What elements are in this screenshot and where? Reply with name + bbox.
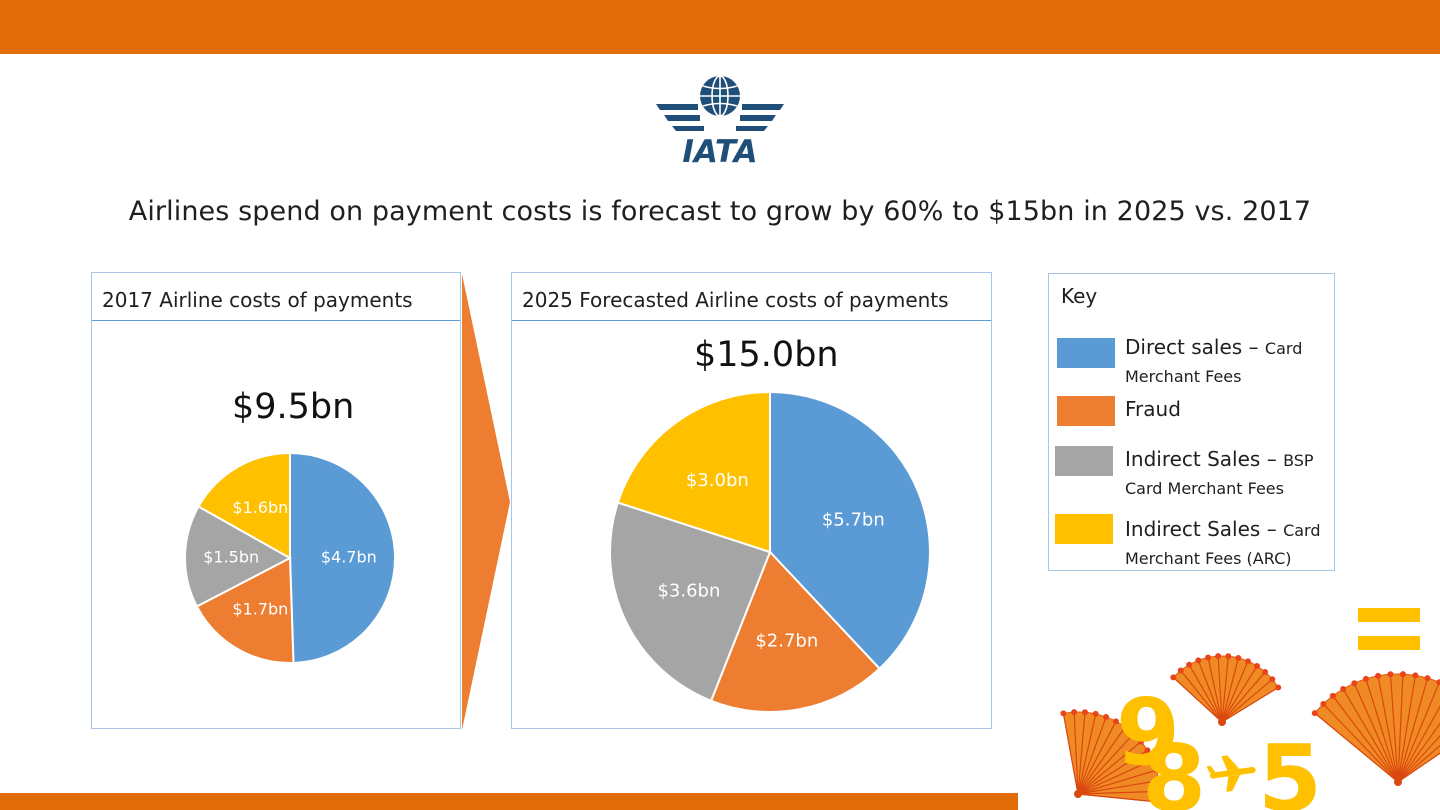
hand-fan-icon	[1060, 709, 1163, 806]
pie-data-label-2: $1.5bn	[203, 548, 259, 567]
title-underline	[92, 320, 460, 321]
bottom-accent-band	[0, 793, 1018, 810]
top-accent-band	[0, 0, 1440, 54]
hand-fan-icons	[1060, 653, 1440, 806]
pie-slice-2	[609, 501, 772, 703]
equals-icon-bottom	[1358, 636, 1420, 650]
legend-swatch-indirect-arc	[1055, 514, 1113, 544]
hand-fan-icon	[1170, 653, 1282, 726]
total-2017: $9.5bn	[232, 387, 355, 427]
airplane-icon	[1206, 755, 1256, 792]
iata-logo-text: IATA	[682, 134, 757, 166]
digit-5-icon: 5	[1258, 725, 1322, 810]
pie-data-label-3: $3.0bn	[686, 470, 749, 491]
pie-data-label-2: $3.6bn	[657, 580, 720, 601]
pie-chart-2017: $4.7bn $1.7bn $1.5bn $1.6bn	[184, 451, 396, 664]
chart-title-2025: 2025 Forecasted Airline costs of payment…	[522, 288, 949, 312]
chart-panel-2017: 2017 Airline costs of payments $9.5bn $4…	[91, 272, 461, 729]
digit-8-icon: 8	[1142, 725, 1206, 810]
total-2025: $15.0bn	[694, 335, 839, 375]
pie-slice-0	[769, 390, 931, 671]
legend-text-indirect-arc: Indirect Sales – Card Merchant Fees (ARC)	[1125, 517, 1321, 568]
legend-text-fraud: Fraud	[1125, 397, 1181, 421]
legend-swatch-fraud	[1057, 396, 1115, 426]
pie-slice-3	[616, 390, 771, 554]
pie-data-label-0: $5.7bn	[822, 509, 885, 530]
chart-title-2017: 2017 Airline costs of payments	[102, 288, 413, 312]
pie-chart-2025: $5.7bn $2.7bn $3.6bn $3.0bn	[609, 390, 931, 713]
pie-slice-3	[197, 451, 291, 560]
chart-panel-2025: 2025 Forecasted Airline costs of payment…	[511, 272, 992, 729]
pie-data-label-3: $1.6bn	[232, 498, 288, 517]
arrow-right-icon	[462, 274, 510, 730]
legend-title: Key	[1061, 284, 1098, 308]
legend-box: Key Direct sales – Card Merchant Fees Fra…	[1048, 273, 1335, 571]
equals-icon-top	[1358, 608, 1420, 622]
legend-text-indirect-bsp: Indirect Sales – BSP Card Merchant Fees	[1125, 447, 1314, 498]
iata-logo: IATA	[656, 75, 784, 166]
pie-data-label-0: $4.7bn	[321, 548, 377, 567]
pie-data-label-1: $2.7bn	[755, 630, 818, 651]
title-underline	[512, 320, 991, 321]
pie-slice-2	[184, 505, 293, 608]
legend-text-direct: Direct sales – Card Merchant Fees	[1125, 335, 1303, 386]
hand-fan-icon	[1311, 671, 1440, 786]
pie-slice-1	[709, 550, 881, 713]
pie-slice-0	[289, 451, 396, 664]
legend-swatch-direct	[1057, 338, 1115, 368]
legend-swatch-indirect-bsp	[1055, 446, 1113, 476]
headline: Airlines spend on payment costs is forec…	[128, 196, 1312, 227]
pie-slice-1	[195, 556, 295, 664]
event-artwork: 9 8 5	[1060, 608, 1440, 810]
pie-data-label-1: $1.7bn	[232, 599, 288, 618]
digit-9-icon: 9	[1116, 679, 1180, 786]
